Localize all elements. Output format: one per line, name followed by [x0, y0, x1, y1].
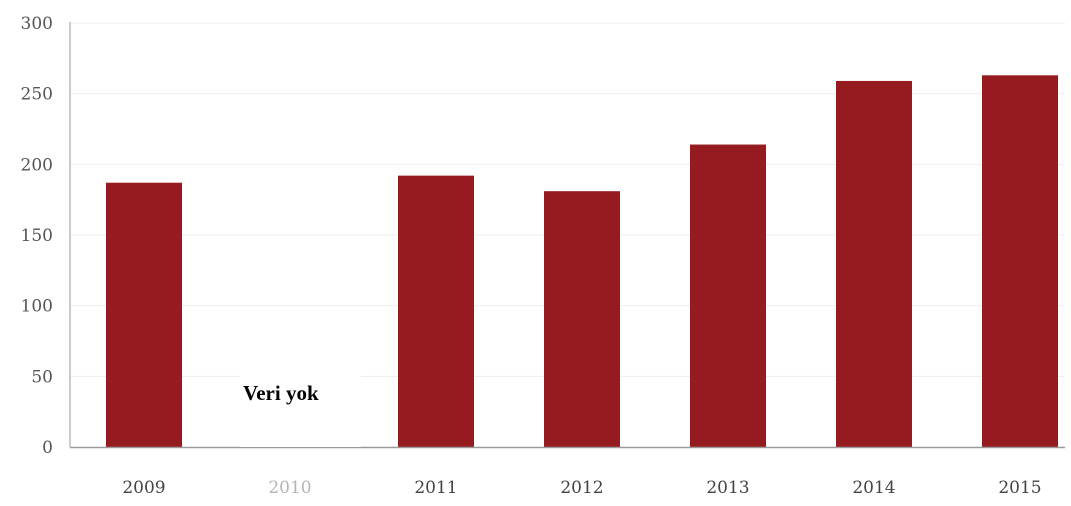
x-tick-label-2014: 2014	[852, 478, 895, 498]
bar-2013	[690, 144, 766, 447]
no-data-box	[240, 373, 361, 447]
y-tick-label: 300	[21, 14, 53, 34]
y-tick-label: 0	[42, 438, 53, 458]
x-tick-label-2015: 2015	[998, 478, 1041, 498]
bar-2012	[544, 191, 620, 447]
no-data-annotation: Veri yok	[240, 373, 361, 447]
x-tick-label-2009: 2009	[122, 478, 165, 498]
bar-2014	[836, 80, 912, 448]
no-data-label: Veri yok	[243, 381, 319, 405]
x-tick-label-2013: 2013	[706, 478, 749, 498]
y-tick-label: 200	[21, 155, 53, 175]
y-axis-ticks: 0 50 100 150 200 250 300	[21, 14, 53, 458]
y-tick-label: 150	[21, 226, 53, 246]
x-tick-label-2012: 2012	[560, 478, 603, 498]
x-axis-labels: 2009 2010 2011 2012 2013 2014 2015	[122, 478, 1041, 498]
y-tick-label: 250	[21, 85, 53, 105]
bar-2015	[982, 75, 1058, 447]
bar-2011	[398, 175, 474, 447]
bars	[106, 75, 1058, 448]
y-tick-label: 50	[31, 367, 53, 387]
y-tick-label: 100	[21, 297, 53, 317]
x-tick-label-2011: 2011	[414, 478, 457, 498]
x-tick-label-2010: 2010	[268, 478, 311, 498]
bar-2009	[106, 182, 182, 447]
